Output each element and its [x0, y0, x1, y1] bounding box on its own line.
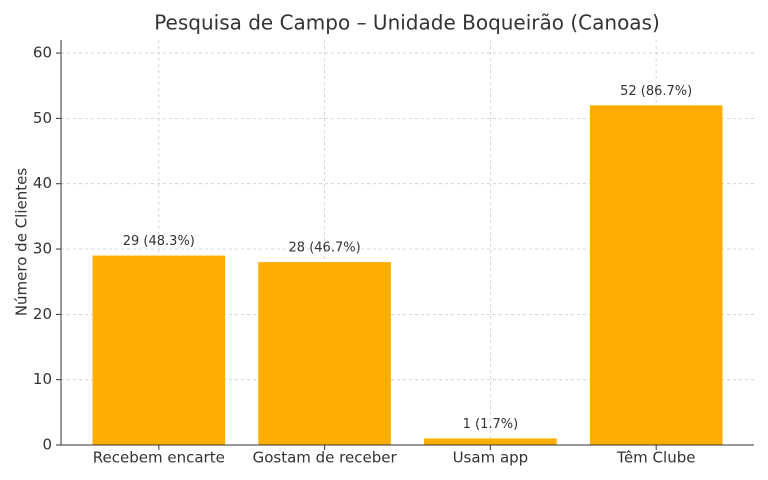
y-tick-label: 20: [33, 305, 52, 323]
y-tick-label: 10: [33, 370, 52, 388]
value-label: 1 (1.7%): [463, 417, 519, 432]
y-tick-label: 50: [33, 109, 52, 127]
value-label: 29 (48.3%): [123, 234, 195, 249]
y-tick-label: 30: [33, 240, 52, 258]
bar: [589, 105, 723, 446]
bar: [424, 438, 557, 445]
value-label: 28 (46.7%): [289, 241, 361, 256]
y-tick-label: 0: [42, 436, 52, 454]
x-tick-label: Gostam de receber: [253, 449, 398, 467]
x-tick-label: Têm Clube: [616, 449, 696, 467]
value-label: 52 (86.7%): [620, 84, 692, 99]
y-tick-label: 60: [33, 44, 52, 62]
y-tick-label: 40: [33, 174, 52, 192]
x-tick-label: Usam app: [453, 449, 529, 467]
bar: [258, 262, 391, 445]
y-axis-label: Número de Clientes: [13, 168, 31, 317]
x-tick-label: Recebem encarte: [93, 449, 225, 467]
bar: [92, 255, 226, 445]
chart-title: Pesquisa de Campo – Unidade Boqueirão (C…: [154, 11, 660, 35]
